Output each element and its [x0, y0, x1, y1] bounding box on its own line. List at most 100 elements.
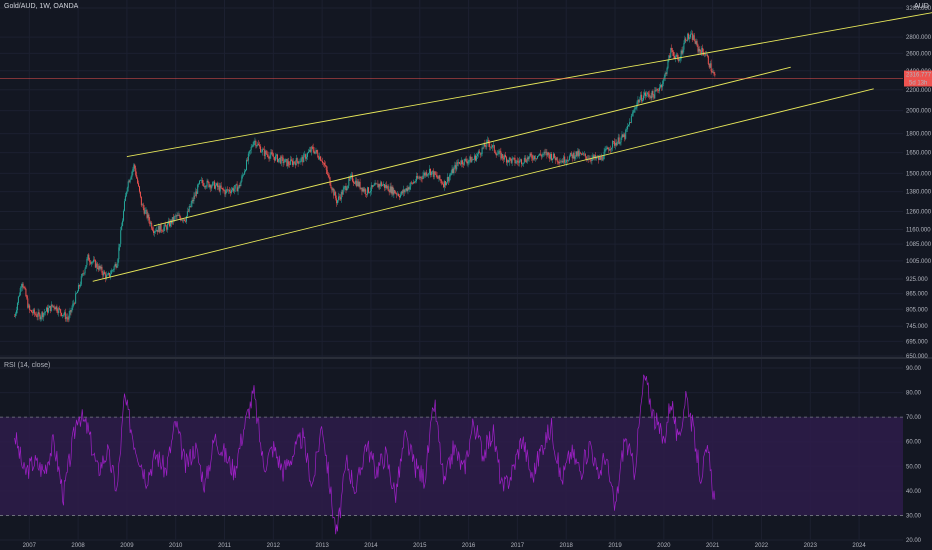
candle-body — [33, 309, 35, 314]
candle-body — [18, 295, 20, 297]
channel-line-middle[interactable] — [153, 66, 791, 227]
candle-body — [191, 200, 193, 204]
channel-line-lower[interactable] — [92, 88, 874, 282]
candle-body — [74, 303, 76, 304]
candle-body — [499, 151, 501, 152]
candle-body — [54, 307, 56, 310]
candle-body — [557, 161, 559, 163]
channel-line-upper[interactable] — [126, 1, 932, 158]
candle-body — [626, 129, 628, 130]
price-axis[interactable]: 3200.0002800.0002600.0002400.0002200.000… — [906, 6, 932, 360]
candle-body — [535, 158, 537, 160]
candle-body — [427, 174, 429, 176]
candle-body — [453, 167, 455, 174]
candle-body — [491, 145, 493, 148]
candle-body — [684, 38, 686, 44]
candle-body — [471, 159, 473, 163]
candle-body — [226, 189, 228, 191]
candle-body — [124, 195, 126, 202]
candle-body — [619, 142, 621, 144]
candle-body — [62, 315, 64, 316]
candle-body — [253, 141, 255, 146]
candle-body — [215, 185, 217, 189]
candle-body — [395, 193, 397, 194]
candle-body — [451, 168, 453, 174]
time-tick-label: 2017 — [511, 543, 525, 549]
symbol-title[interactable]: Gold/AUD, 1W, OANDA — [4, 3, 79, 10]
candle-body — [176, 215, 178, 217]
candle-body — [462, 164, 464, 165]
candle-body — [589, 158, 591, 161]
price-tick-label: 3200.000 — [906, 6, 932, 12]
candle-body — [670, 48, 672, 58]
candle-body — [322, 162, 324, 164]
time-axis[interactable]: 2007 2008 2009 2010 2011 2012 2013 2014 2015 2016… — [23, 543, 867, 549]
candle-body — [53, 305, 55, 308]
candle-body — [93, 259, 95, 261]
price-tick-label: 2800.000 — [906, 35, 932, 41]
candle-body — [167, 223, 169, 230]
candle-body — [714, 73, 716, 76]
candle-body — [104, 271, 106, 274]
candle-body — [640, 94, 642, 100]
candle-body — [525, 161, 527, 163]
candle-body — [239, 185, 241, 187]
candle-body — [437, 177, 439, 179]
candle-body — [555, 157, 557, 161]
candle-body — [338, 196, 340, 198]
rsi-tick-label: 30.00 — [906, 513, 922, 519]
candle-body — [653, 94, 655, 99]
candle-body — [290, 159, 292, 165]
candle-body — [64, 312, 66, 320]
candle-body — [610, 149, 612, 150]
candle-body — [573, 152, 575, 159]
price-tick-label: 1500.000 — [906, 171, 932, 177]
candle-body — [529, 153, 531, 157]
candle-body — [647, 92, 649, 95]
candle-body — [473, 159, 475, 161]
candle-body — [113, 266, 115, 270]
candle-body — [362, 188, 364, 192]
candle-body — [51, 304, 53, 307]
candle-body — [517, 160, 519, 162]
candle-body — [332, 188, 334, 191]
candle-body — [134, 164, 136, 169]
candle-body — [313, 150, 315, 154]
candle-body — [34, 313, 36, 315]
candle-body — [316, 150, 318, 153]
candle-body — [184, 220, 186, 222]
candle-body — [147, 214, 149, 218]
candle-body — [616, 142, 618, 146]
candle-body — [205, 186, 207, 188]
candle-body — [260, 146, 262, 153]
candle-body — [657, 89, 659, 91]
candle-body — [571, 154, 573, 159]
candle-body — [701, 47, 703, 55]
candle-body — [269, 155, 271, 159]
candle-body — [490, 146, 492, 148]
rsi-line — [14, 374, 716, 535]
candle-body — [389, 186, 391, 193]
candle-body — [94, 260, 96, 268]
candle-body — [614, 142, 616, 146]
candle-body — [154, 231, 156, 233]
candle-body — [183, 219, 185, 221]
rsi-axis[interactable]: 90.00 80.00 70.00 60.00 50.00 40.00 30.00 20.00 — [906, 366, 922, 544]
candle-body — [457, 162, 459, 164]
candle-body — [308, 149, 310, 152]
candle-body — [129, 179, 131, 183]
time-tick-label: 2018 — [560, 543, 574, 549]
candle-body — [605, 149, 607, 150]
candle-body — [322, 161, 324, 163]
candle-body — [215, 183, 217, 186]
rsi-title[interactable]: RSI (14, close) — [4, 362, 51, 369]
candle-body — [421, 178, 423, 179]
candle-body — [76, 292, 78, 294]
candle-body — [686, 40, 688, 41]
candle-body — [531, 155, 533, 159]
channel-lines[interactable] — [92, 1, 932, 282]
candle-body — [521, 159, 523, 165]
candle-body — [352, 174, 354, 182]
candle-body — [478, 151, 480, 153]
